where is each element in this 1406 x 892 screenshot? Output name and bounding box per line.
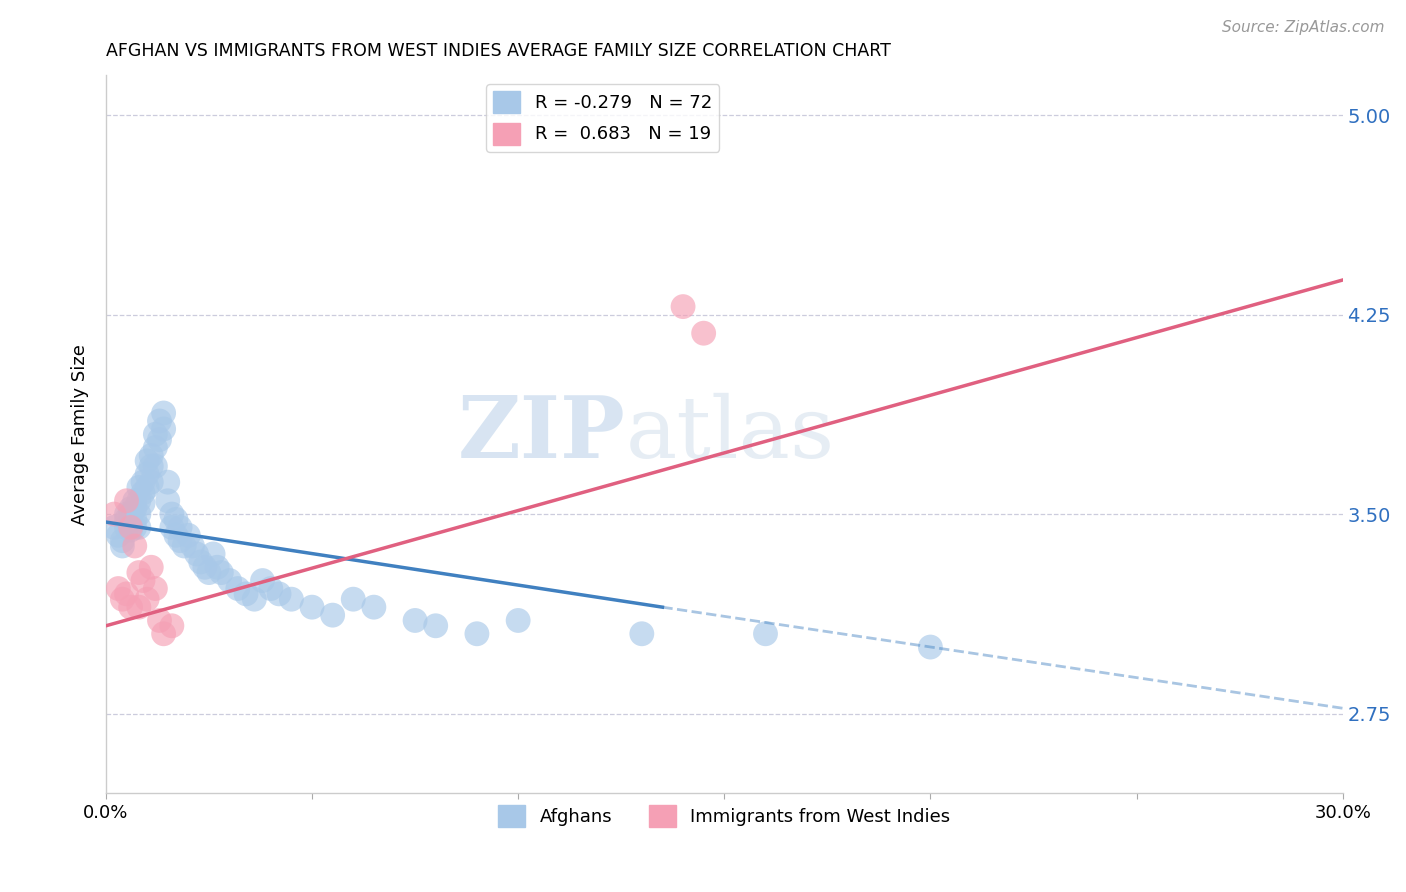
- Point: [672, 300, 695, 314]
- Point: [160, 520, 183, 534]
- Point: [322, 608, 344, 623]
- Point: [198, 566, 221, 580]
- Point: [120, 520, 142, 534]
- Point: [128, 507, 150, 521]
- Point: [177, 528, 200, 542]
- Point: [120, 501, 142, 516]
- Point: [630, 626, 652, 640]
- Point: [363, 600, 385, 615]
- Point: [115, 512, 138, 526]
- Point: [243, 592, 266, 607]
- Point: [128, 566, 150, 580]
- Point: [145, 582, 167, 596]
- Point: [754, 626, 776, 640]
- Point: [115, 587, 138, 601]
- Point: [145, 427, 167, 442]
- Point: [115, 507, 138, 521]
- Point: [156, 493, 179, 508]
- Point: [132, 485, 155, 500]
- Point: [186, 547, 208, 561]
- Point: [920, 640, 942, 654]
- Point: [152, 422, 174, 436]
- Point: [124, 493, 146, 508]
- Point: [169, 520, 191, 534]
- Point: [190, 555, 212, 569]
- Point: [148, 614, 170, 628]
- Point: [141, 449, 163, 463]
- Point: [194, 560, 217, 574]
- Point: [252, 574, 274, 588]
- Text: Source: ZipAtlas.com: Source: ZipAtlas.com: [1222, 20, 1385, 35]
- Point: [156, 475, 179, 490]
- Point: [128, 520, 150, 534]
- Point: [145, 459, 167, 474]
- Point: [235, 587, 257, 601]
- Point: [136, 454, 159, 468]
- Point: [169, 533, 191, 548]
- Point: [124, 512, 146, 526]
- Point: [148, 414, 170, 428]
- Point: [107, 528, 129, 542]
- Text: atlas: atlas: [626, 392, 834, 475]
- Point: [132, 574, 155, 588]
- Point: [141, 475, 163, 490]
- Point: [205, 560, 228, 574]
- Point: [132, 496, 155, 510]
- Point: [692, 326, 714, 341]
- Text: AFGHAN VS IMMIGRANTS FROM WEST INDIES AVERAGE FAMILY SIZE CORRELATION CHART: AFGHAN VS IMMIGRANTS FROM WEST INDIES AV…: [105, 42, 891, 60]
- Point: [120, 600, 142, 615]
- Point: [202, 547, 225, 561]
- Point: [115, 493, 138, 508]
- Legend: Afghans, Immigrants from West Indies: Afghans, Immigrants from West Indies: [491, 798, 957, 835]
- Point: [148, 433, 170, 447]
- Point: [128, 600, 150, 615]
- Point: [136, 592, 159, 607]
- Point: [260, 582, 283, 596]
- Point: [103, 507, 125, 521]
- Text: ZIP: ZIP: [457, 392, 626, 476]
- Point: [152, 406, 174, 420]
- Point: [160, 619, 183, 633]
- Point: [136, 480, 159, 494]
- Point: [301, 600, 323, 615]
- Point: [124, 520, 146, 534]
- Point: [111, 592, 134, 607]
- Point: [115, 520, 138, 534]
- Point: [404, 614, 426, 628]
- Point: [218, 574, 240, 588]
- Point: [425, 619, 447, 633]
- Point: [107, 582, 129, 596]
- Point: [173, 539, 195, 553]
- Point: [165, 512, 187, 526]
- Point: [124, 501, 146, 516]
- Point: [111, 533, 134, 548]
- Point: [465, 626, 488, 640]
- Point: [128, 493, 150, 508]
- Point: [152, 626, 174, 640]
- Point: [120, 523, 142, 537]
- Point: [141, 560, 163, 574]
- Point: [160, 507, 183, 521]
- Point: [124, 539, 146, 553]
- Point: [145, 441, 167, 455]
- Point: [165, 528, 187, 542]
- Point: [120, 507, 142, 521]
- Point: [103, 520, 125, 534]
- Point: [508, 614, 530, 628]
- Point: [267, 587, 290, 601]
- Y-axis label: Average Family Size: Average Family Size: [72, 343, 89, 524]
- Point: [128, 480, 150, 494]
- Point: [141, 459, 163, 474]
- Point: [280, 592, 302, 607]
- Point: [111, 539, 134, 553]
- Point: [136, 467, 159, 482]
- Point: [342, 592, 364, 607]
- Point: [209, 566, 232, 580]
- Point: [226, 582, 249, 596]
- Point: [120, 512, 142, 526]
- Point: [181, 539, 204, 553]
- Point: [132, 475, 155, 490]
